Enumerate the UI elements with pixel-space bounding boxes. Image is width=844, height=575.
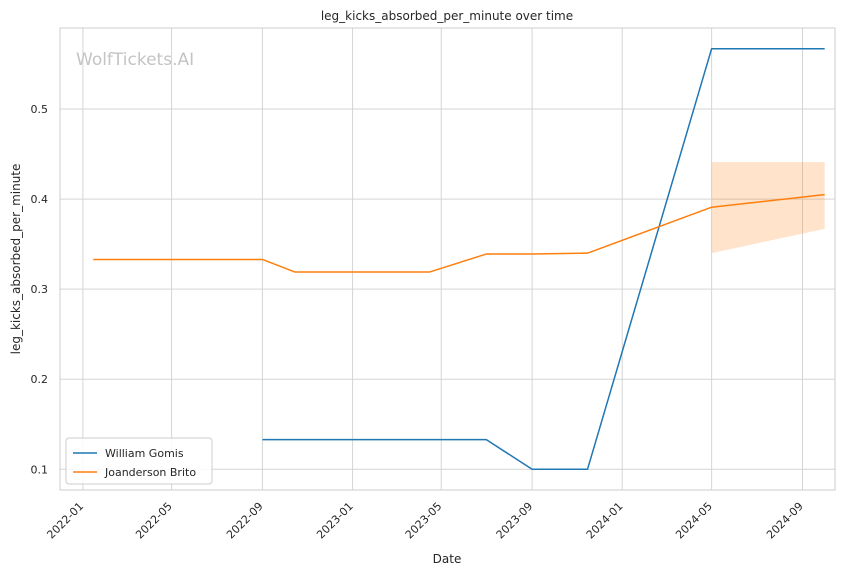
legend-label-william-gomis: William Gomis <box>105 447 184 460</box>
watermark: WolfTickets.AI <box>76 50 194 70</box>
y-tick-label: 0.1 <box>31 463 49 476</box>
y-tick-label: 0.4 <box>31 193 49 206</box>
x-tick-label: 2022-01 <box>44 500 86 542</box>
x-tick-label: 2024-09 <box>764 500 806 542</box>
y-tick-label: 0.3 <box>31 283 49 296</box>
x-tick-label: 2023-09 <box>494 500 536 542</box>
x-tick-label: 2022-09 <box>224 500 266 542</box>
legend: William Gomis Joanderson Brito <box>65 437 213 485</box>
x-tick-label: 2023-05 <box>403 500 445 542</box>
chart-title: leg_kicks_absorbed_per_minute over time <box>321 9 573 23</box>
y-tick-label: 0.5 <box>31 103 49 116</box>
legend-box <box>65 437 213 485</box>
y-axis-title: leg_kicks_absorbed_per_minute <box>9 164 23 355</box>
x-axis-title: Date <box>433 552 462 566</box>
x-tick-label: 2024-01 <box>584 500 626 542</box>
legend-label-joanderson-brito: Joanderson Brito <box>104 466 196 479</box>
y-tick-label: 0.2 <box>31 373 49 386</box>
confidence-bands <box>711 162 825 254</box>
series-line-joanderson-brito <box>93 193 825 273</box>
y-tick-labels: 0.1 0.2 0.3 0.4 0.5 <box>31 103 49 476</box>
x-tick-label: 2022-05 <box>133 500 175 542</box>
series-lines <box>93 47 825 471</box>
x-tick-label: 2024-05 <box>673 500 715 542</box>
x-tick-labels: 2022-01 2022-05 2022-09 2023-01 2023-05 2023-… <box>44 500 805 542</box>
confidence-band-joanderson-brito <box>711 162 825 254</box>
x-tick-label: 2023-01 <box>314 500 356 542</box>
plot-frame <box>59 27 836 491</box>
series-line-william-gomis <box>262 47 825 471</box>
